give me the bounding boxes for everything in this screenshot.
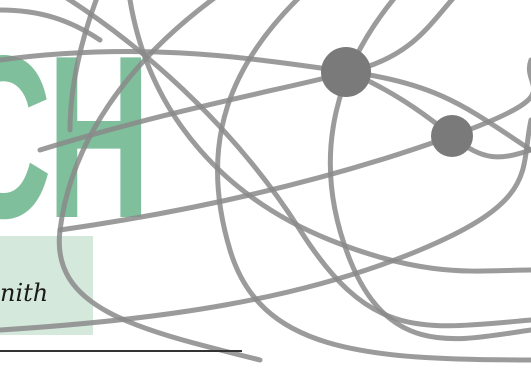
network-node-large [321, 47, 371, 97]
network-node-small [431, 115, 473, 157]
arc-line [127, 0, 531, 274]
arc-line [0, 7, 103, 43]
arc-line [327, 0, 531, 342]
arc-line [0, 117, 531, 333]
arc-line [57, 57, 531, 233]
name-label: nith [0, 279, 49, 307]
arc-line [67, 0, 99, 133]
signature-line [0, 350, 242, 352]
